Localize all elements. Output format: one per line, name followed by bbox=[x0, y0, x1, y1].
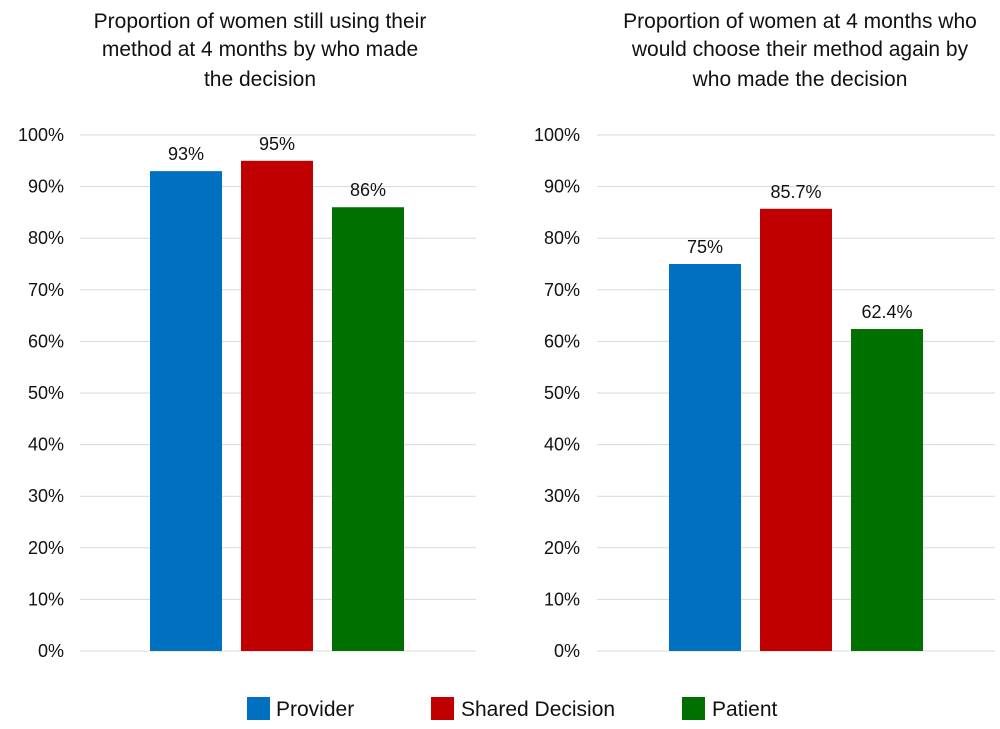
data-label-provider: 93% bbox=[168, 144, 204, 164]
y-tick-label: 90% bbox=[544, 177, 580, 197]
y-tick-label: 10% bbox=[28, 589, 64, 609]
chart-title-line: method at 4 months by who made bbox=[102, 38, 418, 61]
legend-label-provider: Provider bbox=[276, 698, 354, 721]
data-label-patient: 62.4% bbox=[861, 302, 912, 322]
y-tick-label: 0% bbox=[554, 641, 580, 661]
legend-label-shared-decision: Shared Decision bbox=[461, 698, 615, 721]
y-tick-label: 100% bbox=[18, 125, 64, 145]
data-label-shared-decision: 95% bbox=[259, 134, 295, 154]
y-tick-label: 60% bbox=[28, 331, 64, 351]
y-tick-label: 90% bbox=[28, 177, 64, 197]
bar-patient bbox=[851, 329, 923, 651]
chart-choose-again: Proportion of women at 4 months who would… bbox=[534, 10, 995, 661]
y-tick-label: 20% bbox=[544, 538, 580, 558]
y-tick-label: 10% bbox=[544, 589, 580, 609]
legend-swatch-patient bbox=[682, 697, 705, 720]
legend-label-patient: Patient bbox=[712, 698, 778, 721]
bar-patient bbox=[332, 207, 404, 652]
legend-swatch-shared-decision bbox=[431, 697, 454, 720]
legend: Provider Shared Decision Patient bbox=[247, 697, 778, 721]
chart-title-line: Proportion of women at 4 months who bbox=[623, 10, 977, 33]
chart-title-line: the decision bbox=[204, 68, 316, 91]
data-label-provider: 75% bbox=[687, 237, 723, 257]
y-tick-label: 70% bbox=[544, 280, 580, 300]
y-tick-label: 40% bbox=[544, 435, 580, 455]
bar-shared-decision bbox=[241, 160, 313, 652]
y-tick-label: 60% bbox=[544, 331, 580, 351]
chart-continuation: Proportion of women still using their met… bbox=[18, 10, 476, 661]
chart-title-line: who made the decision bbox=[692, 68, 908, 91]
y-tick-label: 40% bbox=[28, 435, 64, 455]
y-tick-label: 100% bbox=[534, 125, 580, 145]
data-label-shared-decision: 85.7% bbox=[770, 182, 821, 202]
y-tick-label: 20% bbox=[28, 538, 64, 558]
y-tick-label: 30% bbox=[544, 486, 580, 506]
chart-title-line: Proportion of women still using their bbox=[94, 10, 427, 33]
y-tick-label: 70% bbox=[28, 280, 64, 300]
bar-shared-decision bbox=[760, 208, 832, 651]
y-tick-label: 80% bbox=[544, 228, 580, 248]
y-tick-label: 30% bbox=[28, 486, 64, 506]
chart-title-line: would choose their method again by bbox=[631, 38, 969, 61]
y-tick-label: 80% bbox=[28, 228, 64, 248]
data-label-patient: 86% bbox=[350, 180, 386, 200]
y-tick-label: 50% bbox=[544, 383, 580, 403]
y-tick-label: 0% bbox=[38, 641, 64, 661]
bar-provider bbox=[669, 264, 741, 651]
bar-provider bbox=[150, 171, 222, 651]
legend-swatch-provider bbox=[247, 697, 270, 720]
y-tick-label: 50% bbox=[28, 383, 64, 403]
